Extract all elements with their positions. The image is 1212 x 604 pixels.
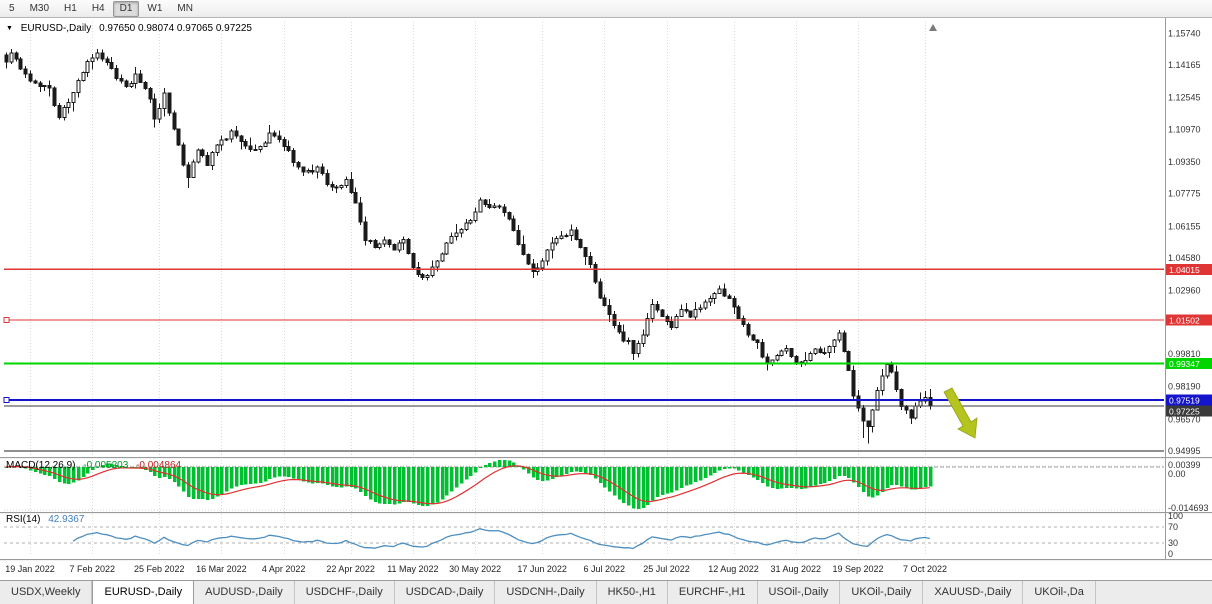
chart-tab-usdx-weekly[interactable]: USDX,Weekly <box>0 581 93 604</box>
price-badge <box>1166 394 1212 406</box>
svg-text:1.15740: 1.15740 <box>1168 28 1201 38</box>
chart-canvas[interactable]: 1.15740 1.14165 1.12545 1.10970 1.09350 1.077… <box>0 18 1212 580</box>
chart-tab-eurusd-daily[interactable]: EURUSD-,Daily <box>92 581 195 604</box>
svg-text:0.97225: 0.97225 <box>1169 407 1200 417</box>
svg-text:6 Jul 2022: 6 Jul 2022 <box>584 564 626 574</box>
chart-tab-usdcad-daily[interactable]: USDCAD-,Daily <box>394 581 496 604</box>
svg-text:1.06155: 1.06155 <box>1168 221 1201 231</box>
macd-histogram <box>5 460 933 509</box>
svg-text:11 May 2022: 11 May 2022 <box>387 564 438 574</box>
chart-tab-hk50-h1[interactable]: HK50-,H1 <box>596 581 668 604</box>
svg-text:17 Jun 2022: 17 Jun 2022 <box>517 564 567 574</box>
svg-text:-0.014693: -0.014693 <box>1168 503 1209 513</box>
chart-tab-xauusd-daily[interactable]: XAUUSD-,Daily <box>923 581 1024 604</box>
svg-text:0.99810: 0.99810 <box>1168 349 1201 359</box>
hline-1.01502[interactable] <box>3 317 1164 324</box>
svg-text:4 Apr 2022: 4 Apr 2022 <box>262 564 306 574</box>
svg-text:0.00: 0.00 <box>1168 469 1186 479</box>
svg-text:19 Jan 2022: 19 Jan 2022 <box>5 564 55 574</box>
svg-text:1.04580: 1.04580 <box>1168 253 1201 263</box>
svg-text:70: 70 <box>1168 522 1178 532</box>
svg-text:0.96570: 0.96570 <box>1168 414 1201 424</box>
timeframe-button-h1[interactable]: H1 <box>64 2 77 14</box>
svg-text:30 May 2022: 30 May 2022 <box>449 564 501 574</box>
svg-text:30: 30 <box>1168 538 1178 548</box>
price-badge <box>1166 263 1212 275</box>
svg-text:1.14165: 1.14165 <box>1168 60 1201 70</box>
chart-tab-usdchf-daily[interactable]: USDCHF-,Daily <box>294 581 395 604</box>
timeframe-button-m30[interactable]: M30 <box>29 2 50 14</box>
price-badge <box>1166 314 1212 326</box>
timeframe-button-5[interactable]: 5 <box>9 2 15 14</box>
chart-tab-usdcnh-daily[interactable]: USDCNH-,Daily <box>495 581 597 604</box>
line-selection-handle[interactable] <box>3 317 10 324</box>
svg-text:16 Mar 2022: 16 Mar 2022 <box>196 564 247 574</box>
chart-tab-usoil-daily[interactable]: USOil-,Daily <box>757 581 841 604</box>
trend-arrow-annotation[interactable] <box>943 387 978 439</box>
chart-tab-eurchf-h1[interactable]: EURCHF-,H1 <box>667 581 758 604</box>
chart-tabs-bar: USDX,Weekly EURUSD-,Daily AUDUSD-,Daily USD… <box>0 580 1212 604</box>
svg-text:1.12545: 1.12545 <box>1168 93 1201 103</box>
svg-text:12 Aug 2022: 12 Aug 2022 <box>708 564 759 574</box>
hline-0.97519[interactable] <box>3 397 1164 404</box>
svg-text:100: 100 <box>1168 511 1183 521</box>
timeframe-toolbar: 5 M30 H1 H4 D1 W1 MN <box>0 0 1212 18</box>
chart-tab-ukoil-daily[interactable]: UKOil-,Daily <box>840 581 924 604</box>
line-selection-handle[interactable] <box>3 397 10 404</box>
chart-shift-marker-icon <box>929 24 937 31</box>
candlesticks <box>4 49 933 444</box>
chart-tab-audusd-daily[interactable]: AUDUSD-,Daily <box>194 581 295 604</box>
svg-text:1.01502: 1.01502 <box>1169 316 1200 326</box>
svg-text:0.94995: 0.94995 <box>1168 446 1201 456</box>
price-badge <box>1166 357 1212 369</box>
svg-text:1.07775: 1.07775 <box>1168 189 1201 199</box>
panel-separators <box>0 18 1212 561</box>
price-axis: 1.15740 1.14165 1.12545 1.10970 1.09350 1.077… <box>1168 28 1209 559</box>
price-badge <box>1166 405 1212 417</box>
timeframe-button-mn[interactable]: MN <box>177 2 193 14</box>
svg-text:1.04015: 1.04015 <box>1169 265 1200 275</box>
svg-text:1.10970: 1.10970 <box>1168 124 1201 134</box>
svg-text:0.00399: 0.00399 <box>1168 460 1201 470</box>
svg-text:31 Aug 2022: 31 Aug 2022 <box>770 564 821 574</box>
svg-text:0.99347: 0.99347 <box>1169 359 1200 369</box>
date-axis: 19 Jan 2022 7 Feb 2022 25 Feb 2022 16 Mar 2… <box>5 564 947 574</box>
svg-text:1.02960: 1.02960 <box>1168 286 1201 296</box>
svg-text:7 Oct 2022: 7 Oct 2022 <box>903 564 947 574</box>
svg-text:19 Sep 2022: 19 Sep 2022 <box>832 564 883 574</box>
macd-signal-line <box>6 465 930 505</box>
timeframe-button-w1[interactable]: W1 <box>147 2 163 14</box>
svg-text:25 Feb 2022: 25 Feb 2022 <box>134 564 185 574</box>
svg-text:0.98190: 0.98190 <box>1168 382 1201 392</box>
svg-text:0: 0 <box>1168 549 1173 559</box>
svg-text:22 Apr 2022: 22 Apr 2022 <box>326 564 375 574</box>
chart-tab-ukoil-da[interactable]: UKOil-,Da <box>1023 581 1096 604</box>
timeframe-button-h4[interactable]: H4 <box>91 2 105 14</box>
svg-text:7 Feb 2022: 7 Feb 2022 <box>69 564 115 574</box>
svg-text:0.97519: 0.97519 <box>1169 396 1200 406</box>
svg-text:1.09350: 1.09350 <box>1168 157 1201 167</box>
timeframe-button-d1[interactable]: D1 <box>112 0 140 17</box>
rsi-line <box>72 528 930 550</box>
svg-text:25 Jul 2022: 25 Jul 2022 <box>643 564 690 574</box>
